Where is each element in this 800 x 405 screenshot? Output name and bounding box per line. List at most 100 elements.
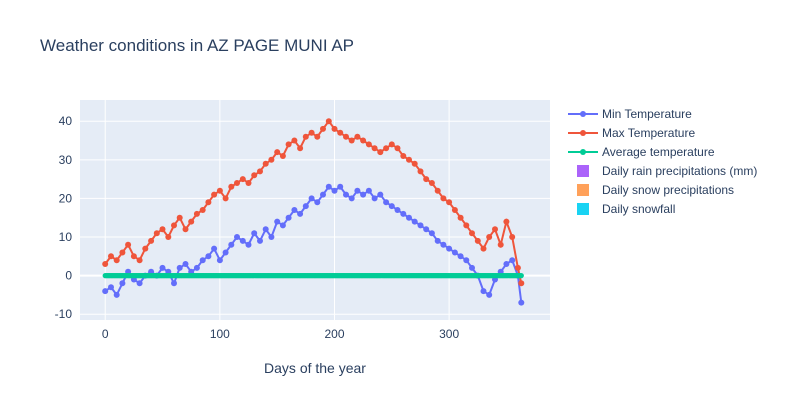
data-point [239,237,246,244]
data-point [257,168,263,175]
data-point [102,288,109,295]
data-point [377,149,384,156]
data-point [457,253,464,260]
data-point [440,195,447,202]
data-point [251,172,258,179]
data-point [423,226,430,233]
chart-title: Weather conditions in AZ PAGE MUNI AP [40,36,354,55]
x-axis-title: Days of the year [264,360,366,376]
data-point [262,226,269,233]
data-point [320,125,326,132]
data-point [371,145,378,152]
data-point [383,199,390,206]
data-point [480,245,487,252]
data-point [108,284,114,291]
data-point [251,230,258,237]
data-point [388,203,395,210]
data-point [331,187,338,194]
data-point [434,237,441,244]
data-point [302,133,309,140]
data-point [234,180,240,186]
data-point [136,280,143,287]
data-point [211,245,218,252]
data-point [102,261,109,267]
legend[interactable]: Min Temperature Max Temperature Average te… [568,107,757,216]
data-point [348,137,355,144]
data-point [377,191,384,198]
data-point [406,214,412,221]
data-point [153,230,160,237]
data-point [211,191,218,198]
data-point [320,191,326,198]
legend-label: Daily snowfall [602,202,675,216]
data-point [262,160,269,167]
data-point [451,249,458,256]
data-point [228,183,235,190]
data-point [337,183,344,190]
data-point [331,125,338,132]
data-point [108,253,114,260]
plot-area [80,100,550,320]
legend-label: Average temperature [602,145,715,159]
data-point [176,264,183,271]
data-point [400,153,407,159]
data-point [302,203,309,210]
data-point [136,257,143,264]
data-point [360,137,367,144]
series-average-temperature [102,273,524,279]
data-point [285,214,292,221]
data-point [228,241,235,248]
data-point [354,133,361,140]
data-point [205,199,212,206]
data-point [130,253,137,260]
data-point [279,222,286,229]
series-max-temperature [102,118,525,287]
data-point [509,234,516,240]
legend-item[interactable]: Min Temperature [568,107,692,121]
data-point [193,264,200,271]
data-point [222,249,229,256]
data-point [325,118,332,125]
data-point [446,245,453,252]
data-point [492,226,498,233]
legend-marker-swatch [580,130,586,136]
legend-label: Daily rain precipitations (mm) [602,164,757,178]
data-point [365,141,372,148]
legend-bar-swatch [577,184,589,196]
data-point [518,280,525,287]
data-point [188,218,195,225]
data-point [394,145,401,152]
data-point [199,207,206,213]
data-point [365,187,372,194]
data-point [474,237,481,244]
data-point [469,230,475,237]
data-point [451,207,458,213]
data-point [268,234,275,240]
data-point [291,207,298,213]
data-point [285,141,292,148]
data-point [469,264,475,271]
data-point [279,153,286,159]
legend-item[interactable]: Average temperature [568,145,715,159]
legend-item[interactable]: Daily rain precipitations (mm) [577,164,757,178]
data-point [216,257,223,264]
data-point [119,280,126,287]
y-tick-label: -10 [55,307,73,321]
data-point [518,299,525,306]
data-point [159,264,166,271]
data-point [394,207,401,213]
data-point [518,273,524,279]
data-point [182,261,189,267]
data-point [182,226,189,233]
legend-item[interactable]: Daily snow precipitations [577,183,734,197]
data-point [142,245,149,252]
data-point [417,222,424,229]
y-tick-label: 30 [59,153,73,167]
y-tick-label: 20 [59,191,73,205]
data-point [434,187,441,194]
legend-item[interactable]: Daily snowfall [577,202,675,216]
data-point [411,160,418,167]
data-point [503,218,510,225]
legend-item[interactable]: Max Temperature [568,126,695,140]
